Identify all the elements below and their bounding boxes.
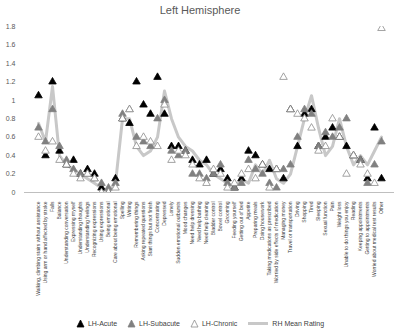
svg-text:0.8: 0.8 — [6, 115, 16, 122]
svg-text:Driving: Driving — [294, 201, 300, 217]
svg-text:Start things but not finish: Start things but not finish — [147, 201, 153, 256]
svg-text:Reading: Reading — [350, 201, 356, 220]
svg-text:Getting to appointments: Getting to appointments — [364, 201, 370, 255]
svg-text:Understanding conversation: Understanding conversation — [63, 201, 69, 263]
html-text:RH Mean Rating: RH Mean Rating — [272, 319, 325, 327]
svg-text:0.6: 0.6 — [6, 133, 16, 140]
svg-text:Lonely: Lonely — [168, 201, 174, 216]
svg-text:0.4: 0.4 — [6, 152, 16, 159]
svg-text:Sexual function: Sexual function — [322, 201, 328, 235]
svg-text:Expressing myself: Expressing myself — [70, 201, 76, 242]
svg-text:Mood changes: Mood changes — [182, 201, 188, 234]
svg-text:Falls: Falls — [49, 201, 55, 212]
svg-text:Depressed: Depressed — [161, 201, 167, 225]
svg-text:Feeding yourself: Feeding yourself — [231, 201, 237, 239]
svg-text:1.8: 1.8 — [6, 23, 16, 30]
svg-text:Other: Other — [378, 201, 384, 214]
svg-text:Recognizing expressions: Recognizing expressions — [91, 201, 97, 257]
svg-text:Weight loss: Weight loss — [336, 201, 342, 227]
svg-text:Grooming: Grooming — [224, 201, 230, 223]
svg-text:1.4: 1.4 — [6, 60, 16, 67]
svg-text:Being emotional: Being emotional — [105, 202, 111, 238]
svg-text:Using arm or hand affected by: Using arm or hand affected by stroke — [42, 201, 48, 283]
svg-text:Bladder control: Bladder control — [210, 202, 216, 236]
svg-text:Travel or transportation: Travel or transportation — [287, 201, 293, 253]
svg-text:1.6: 1.6 — [6, 41, 16, 48]
svg-text:Getting out of bed: Getting out of bed — [238, 201, 244, 241]
svg-text:Doing housework: Doing housework — [259, 201, 265, 240]
svg-text:Need help cleaning: Need help cleaning — [203, 201, 209, 244]
html-text:LH-Subacute: LH-Subacute — [139, 319, 180, 327]
svg-text:Need help bathing: Need help bathing — [196, 201, 202, 242]
svg-text:Sudden emotional outbursts: Sudden emotional outbursts — [175, 201, 181, 264]
svg-text:Shopping: Shopping — [301, 201, 307, 222]
svg-text:Asking repeated questions: Asking repeated questions — [140, 201, 146, 260]
svg-text:0: 0 — [12, 189, 16, 196]
html-text:LH-Acute: LH-Acute — [87, 319, 118, 327]
svg-text:Taking medications as prescrib: Taking medications as prescribed — [266, 201, 272, 275]
svg-text:Concentrating: Concentrating — [154, 201, 160, 232]
html-text:Left Hemisphere: Left Hemisphere — [159, 4, 241, 16]
svg-text:Tired: Tired — [308, 201, 314, 212]
svg-text:Remembering things: Remembering things — [133, 201, 139, 248]
svg-text:Sleeping: Sleeping — [315, 201, 321, 221]
svg-text:Managing money: Managing money — [280, 201, 286, 240]
svg-text:Appetite: Appetite — [245, 201, 251, 220]
svg-text:Preparing meals: Preparing meals — [252, 201, 258, 238]
svg-text:Spelling: Spelling — [119, 201, 125, 219]
svg-text:Unable to do things you enjoy: Unable to do things you enjoy — [343, 201, 349, 267]
svg-text:Understanding thoughts: Understanding thoughts — [77, 201, 83, 255]
svg-text:1.2: 1.2 — [6, 78, 16, 85]
svg-text:Keeping appointments: Keeping appointments — [357, 201, 363, 251]
svg-text:Balance: Balance — [56, 201, 62, 219]
svg-text:Pain: Pain — [329, 201, 335, 211]
html-text:LH-Chronic: LH-Chronic — [201, 319, 238, 327]
svg-text:Writing: Writing — [126, 201, 132, 217]
svg-text:Walking, climbing stairs witho: Walking, climbing stairs without assista… — [35, 201, 41, 296]
svg-text:Using expressions: Using expressions — [98, 201, 104, 242]
svg-text:1: 1 — [12, 97, 16, 104]
svg-text:Need help dressing: Need help dressing — [189, 201, 195, 244]
svg-text:Worried about medical test res: Worried about medical test results — [371, 201, 377, 277]
svg-text:Care about being emotional: Care about being emotional — [112, 202, 118, 263]
svg-text:Understanding feelings: Understanding feelings — [84, 201, 90, 253]
svg-text:Bowel control: Bowel control — [217, 202, 223, 232]
svg-text:Worried by side effects of med: Worried by side effects of medication — [273, 201, 279, 283]
svg-text:0.2: 0.2 — [6, 170, 16, 177]
